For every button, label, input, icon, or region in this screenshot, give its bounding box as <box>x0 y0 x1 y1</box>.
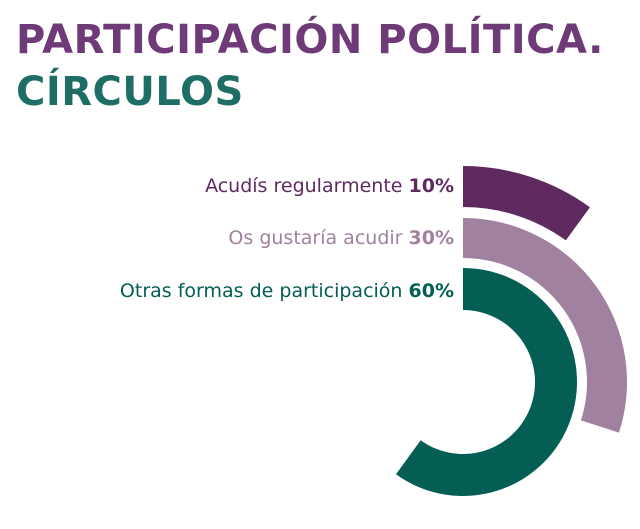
legend-item-other-forms: Otras formas de participación 60% <box>120 282 454 301</box>
legend-label: Acudís regularmente <box>205 175 403 197</box>
legend-value: 10% <box>408 175 454 197</box>
page-title-line1: PARTICIPACIÓN POLÍTICA. <box>16 17 604 63</box>
legend-value: 30% <box>408 227 454 249</box>
page-title-line2: CÍRCULOS <box>16 69 244 115</box>
legend-value: 60% <box>408 280 454 302</box>
arc-regularly <box>463 166 590 241</box>
legend-label: Os gustaría acudir <box>228 227 403 249</box>
legend-label: Otras formas de participación <box>119 280 403 302</box>
arc-would-like <box>463 218 627 433</box>
arc-other-forms <box>395 268 578 497</box>
legend-item-regularly: Acudís regularmente 10% <box>205 177 454 196</box>
legend-item-would-like: Os gustaría acudir 30% <box>228 229 454 248</box>
